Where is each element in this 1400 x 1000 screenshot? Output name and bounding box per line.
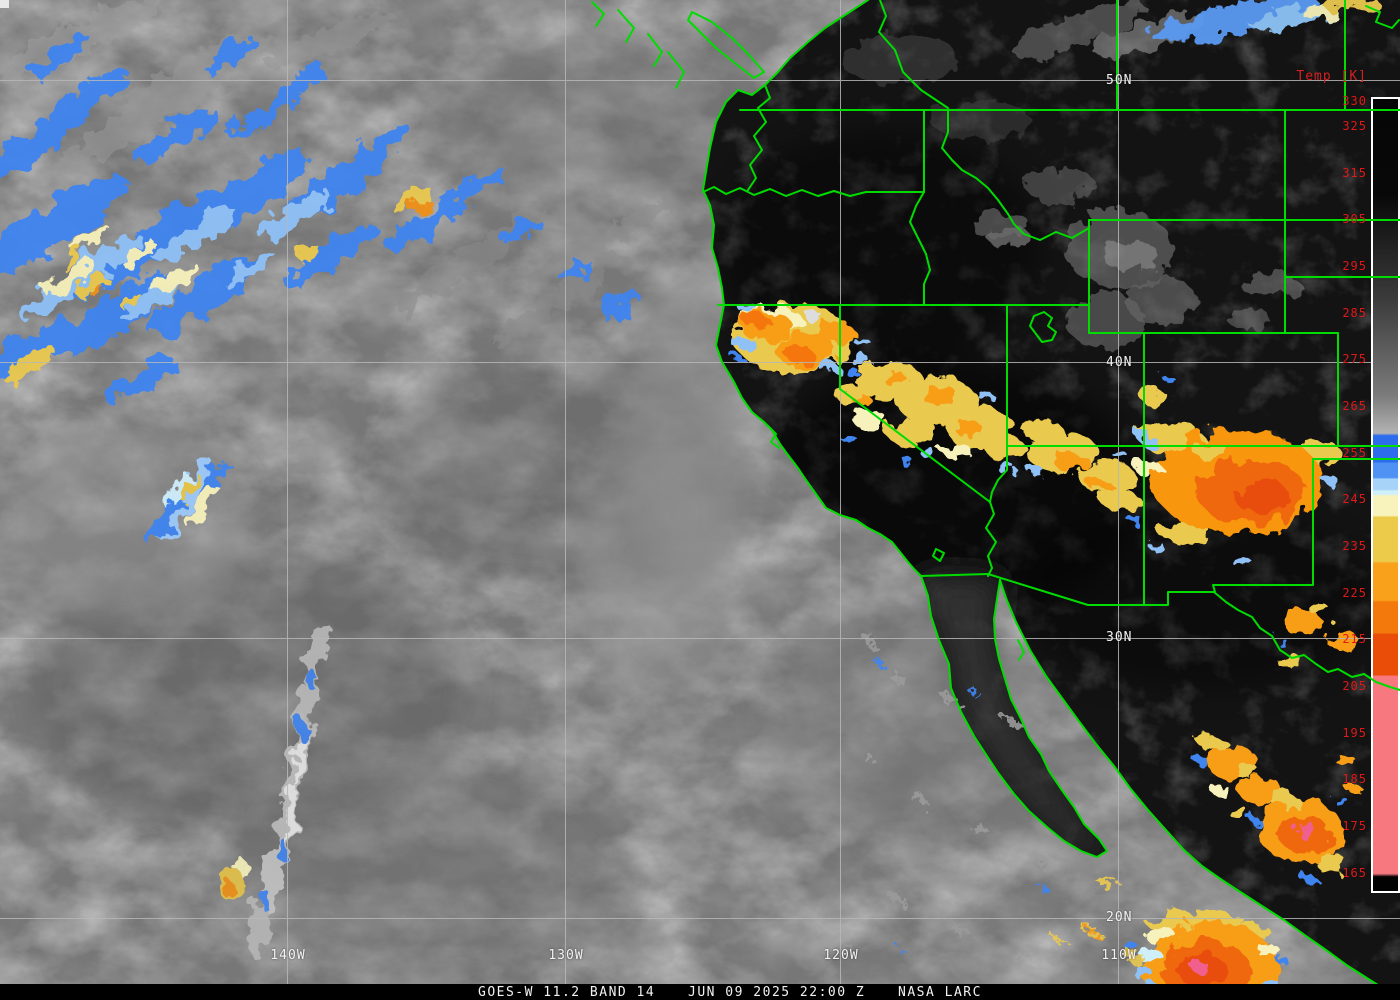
cirrus-band-midocean bbox=[146, 459, 229, 545]
colorbar-tick-315: 315 bbox=[1342, 166, 1367, 180]
colorbar-tick-195: 195 bbox=[1342, 726, 1367, 740]
colorbar-tick-265: 265 bbox=[1342, 399, 1367, 413]
longitude-label-120w: 120W bbox=[823, 948, 859, 963]
datetime-label: JUN 09 2025 22:00 Z bbox=[688, 985, 866, 1000]
colorbar-tick-165: 165 bbox=[1342, 866, 1367, 880]
satellite-band-label: GOES-W 11.2 BAND 14 bbox=[478, 985, 656, 1000]
latitude-label-30n: 30N bbox=[1106, 630, 1133, 645]
colorbar-tick-205: 205 bbox=[1342, 679, 1367, 693]
corner-mark bbox=[0, 0, 9, 8]
colorbar-tick-330: 330 bbox=[1342, 94, 1367, 108]
colorbar-tick-285: 285 bbox=[1342, 306, 1367, 320]
colorbar-tick-175: 175 bbox=[1342, 819, 1367, 833]
colorbar-tick-305: 305 bbox=[1342, 212, 1367, 226]
temperature-colorbar bbox=[1371, 97, 1400, 893]
colorbar-tick-275: 275 bbox=[1342, 352, 1367, 366]
colorbar-tick-215: 215 bbox=[1342, 632, 1367, 646]
colorbar-tick-235: 235 bbox=[1342, 539, 1367, 553]
colorbar-tick-245: 245 bbox=[1342, 492, 1367, 506]
status-bar: GOES-W 11.2 BAND 14 JUN 09 2025 22:00 Z … bbox=[0, 984, 1400, 1000]
latitude-label-40n: 40N bbox=[1106, 355, 1133, 370]
latitude-label-50n: 50N bbox=[1106, 73, 1133, 88]
agency-credit-label: NASA LARC bbox=[898, 985, 982, 1000]
longitude-label-140w: 140W bbox=[270, 948, 306, 963]
latitude-label-20n: 20N bbox=[1106, 910, 1133, 925]
colorbar-tick-225: 225 bbox=[1342, 586, 1367, 600]
convection-utah-arizona bbox=[1022, 419, 1136, 494]
colorbar-tick-295: 295 bbox=[1342, 259, 1367, 273]
longitude-label-130w: 130W bbox=[548, 948, 584, 963]
colorbar-title: Temp [K] bbox=[1296, 69, 1367, 84]
colorbar-tick-185: 185 bbox=[1342, 772, 1367, 786]
cloud-band-canada bbox=[1150, 0, 1379, 41]
cloud-band-southwest bbox=[221, 620, 330, 958]
longitude-label-110w: 110W bbox=[1101, 948, 1137, 963]
colorbar-tick-325: 325 bbox=[1342, 119, 1367, 133]
colorbar-tick-255: 255 bbox=[1342, 446, 1367, 460]
